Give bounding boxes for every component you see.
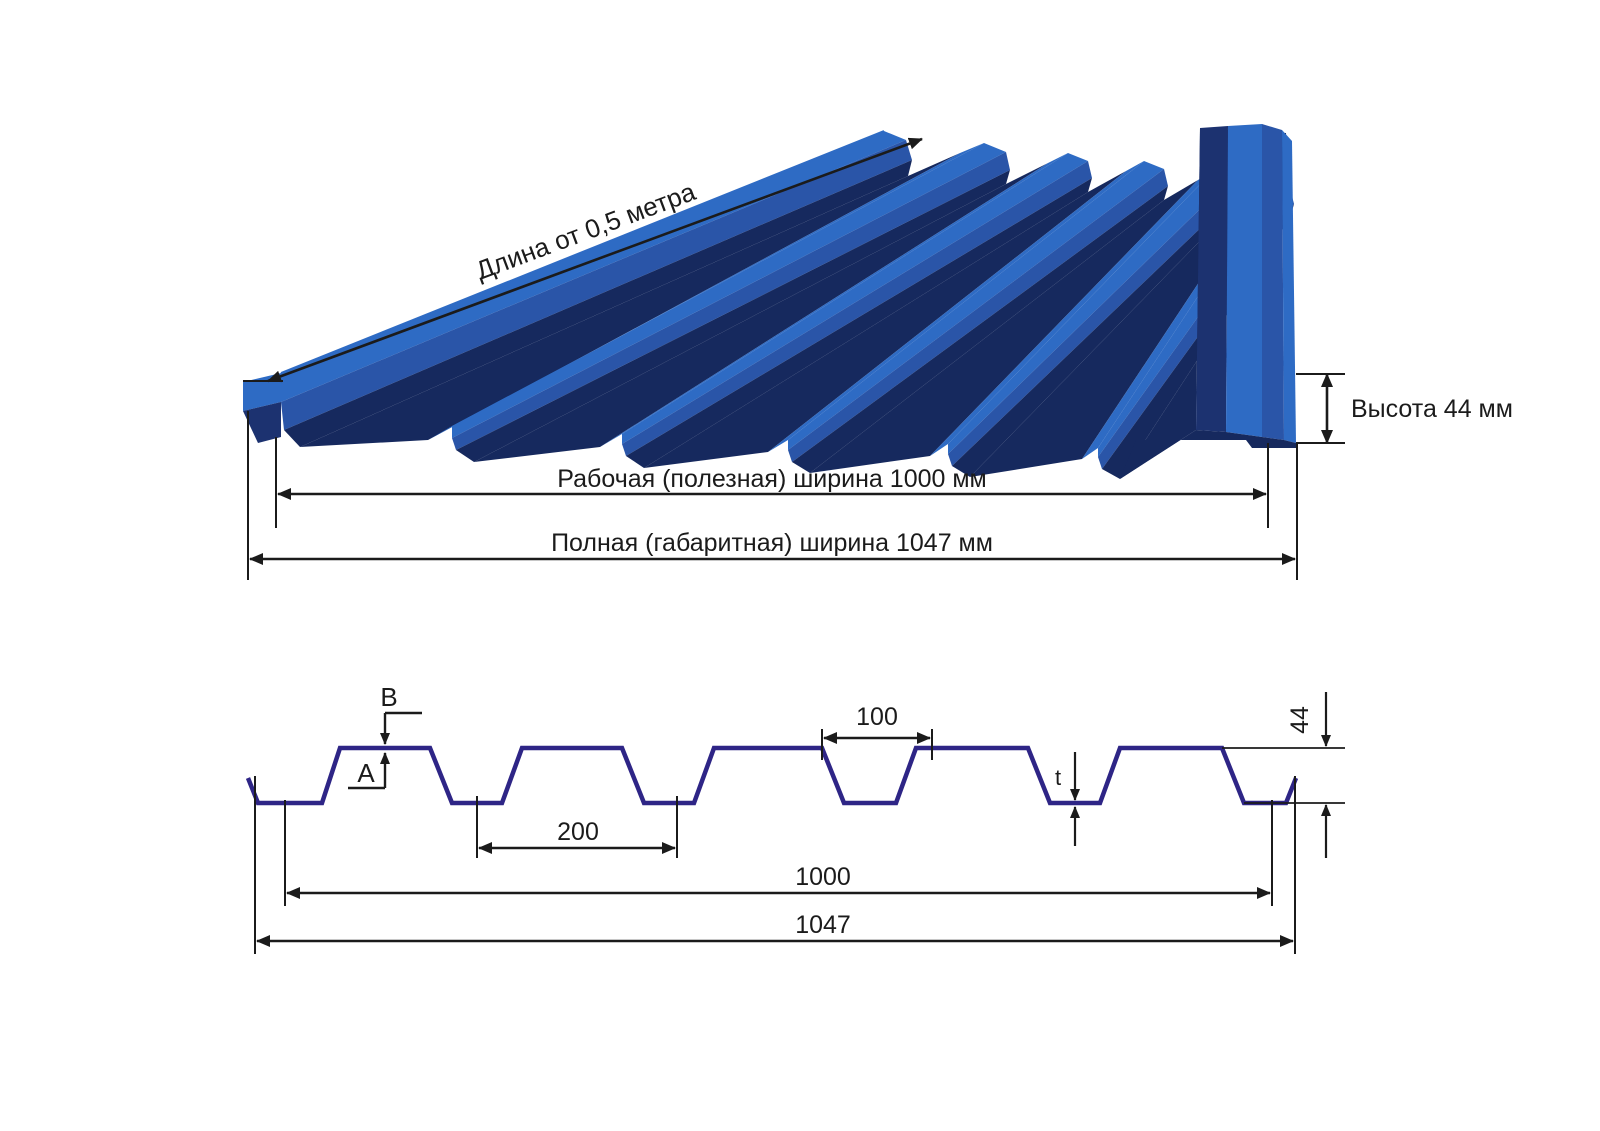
profile-height-label: 44 — [1286, 706, 1314, 734]
length-dimension — [243, 137, 923, 383]
overall-width-label: Полная (габаритная) ширина 1047 мм — [551, 529, 993, 557]
profile-height-dimension — [1222, 692, 1345, 858]
marker-a — [348, 752, 390, 790]
height-dimension — [1296, 373, 1345, 444]
marker-b-label: B — [380, 682, 397, 712]
marker-b — [380, 711, 422, 745]
thickness-label: t — [1055, 765, 1061, 790]
overall-width-dimension — [247, 411, 1298, 580]
working-width-dimension — [275, 437, 1269, 528]
profile-overall-width-dimension — [254, 776, 1296, 954]
rib-7-right-end — [1120, 124, 1296, 479]
sheet-3d-body — [243, 124, 1296, 479]
profile-working-width-label: 1000 — [795, 863, 851, 891]
crest-opening-label: 100 — [856, 703, 898, 731]
crest-opening-dimension — [821, 729, 933, 760]
perspective-view: Длина от 0,5 метра Высота 44 мм Рабочая … — [243, 124, 1513, 580]
profile-view: B A 100 200 t — [245, 682, 1345, 954]
pitch-dimension — [476, 796, 678, 858]
rib-4 — [788, 161, 1214, 473]
pitch-label: 200 — [557, 818, 599, 846]
height-label: Высота 44 мм — [1351, 395, 1513, 423]
working-width-label: Рабочая (полезная) ширина 1000 мм — [557, 465, 986, 493]
profile-overall-width-label: 1047 — [795, 911, 851, 939]
profile-outline — [245, 745, 1299, 806]
marker-a-label: A — [357, 758, 375, 788]
profile-working-width-dimension — [284, 800, 1273, 906]
